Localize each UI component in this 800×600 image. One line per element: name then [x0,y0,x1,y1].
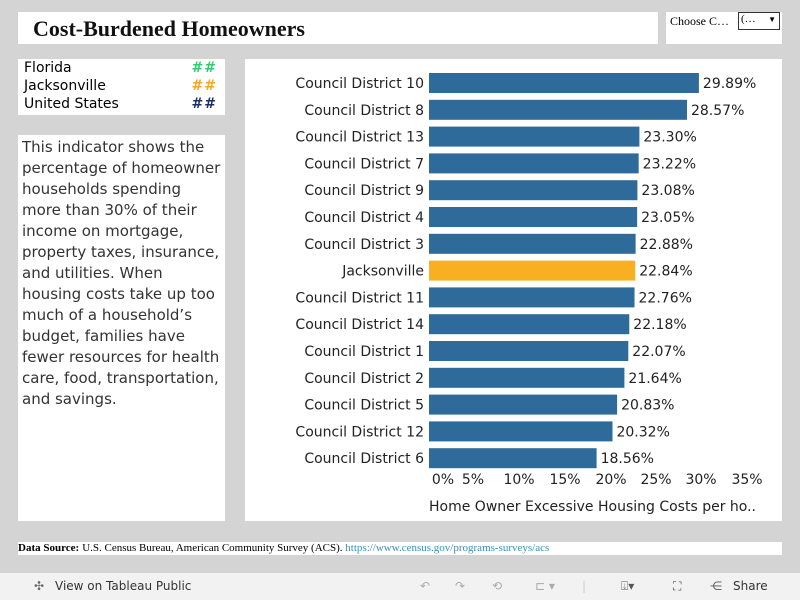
category-label: Council District 9 [304,183,424,199]
data-label: 23.08% [641,183,694,199]
data-label: 21.64% [628,371,681,387]
bar[interactable] [429,207,638,227]
x-tick-label: 0% [432,472,454,488]
legend-mark: ## [191,60,217,76]
x-tick-label: 35% [731,472,762,488]
x-tick-label: 10% [503,472,534,488]
x-tick-label: 5% [462,472,484,488]
fullscreen-icon[interactable]: ⛶ [673,579,682,593]
category-label: Council District 1 [304,344,424,360]
category-label: Council District 2 [304,371,424,387]
data-label: 20.32% [616,424,669,440]
data-label: 22.84% [639,264,692,280]
category-label: Council District 7 [304,156,424,172]
bar[interactable] [429,180,638,201]
data-label: 22.07% [632,344,685,360]
category-label: Council District 11 [295,290,424,306]
title-panel: Cost-Burdened Homeowners [18,12,658,44]
data-label: 22.76% [639,290,692,306]
category-label: Council District 8 [304,103,424,119]
legend-label: United States [24,96,119,112]
undo-icon[interactable]: ↶ [420,579,431,593]
chooser-panel: Choose C… (… ▼ [666,12,782,44]
data-label: 23.30% [643,130,696,146]
legend: Florida ## Jacksonville ## United States ## [18,59,225,115]
legend-label: Florida [24,60,72,76]
download-icon[interactable]: ⍗▾ [621,579,635,593]
legend-mark: ## [191,78,217,94]
toolbar-divider: | [582,579,587,593]
dropdown-value: (… [741,13,756,25]
category-label: Council District 6 [304,451,424,467]
legend-mark: ## [191,96,217,112]
data-label: 20.83% [621,398,674,414]
category-label: Council District 10 [295,76,424,92]
refresh-icon[interactable]: ⊏ ▾ [535,579,555,593]
bar[interactable] [429,260,636,281]
tableau-toolbar: ✣ View on Tableau Public ↶ ↷ ⟲ ⊏ ▾ | ⍗▾ … [0,573,800,600]
category-label: Jacksonville [341,264,424,280]
bar[interactable] [429,394,618,415]
data-label: 22.88% [640,237,693,253]
source-link[interactable]: https://www.census.gov/programs-surveys/… [345,542,550,554]
bar[interactable] [429,341,629,361]
tableau-icon: ✣ [34,579,45,593]
x-tick-label: 20% [595,472,626,488]
x-tick-label: 30% [685,472,716,488]
data-label: 23.05% [641,210,694,226]
bar[interactable] [429,287,635,308]
source-label: Data Source: [18,542,80,554]
x-tick-label: 25% [640,472,671,488]
bar[interactable] [429,99,687,120]
share-button[interactable]: Share [733,579,768,593]
chevron-down-icon: ▼ [768,15,776,24]
council-district-dropdown[interactable]: (… ▼ [738,12,780,30]
category-label: Council District 13 [295,130,424,146]
page-title: Cost-Burdened Homeowners [33,16,305,41]
bar[interactable] [429,314,630,335]
chart-panel: Council District 10 29.89% Council Distric… [245,59,782,521]
bar-chart: Council District 10 29.89% Council Distric… [295,73,763,515]
bar[interactable] [429,73,699,93]
category-label: Council District 12 [295,424,424,440]
legend-item-united-states: United States ## [24,96,219,114]
source-text: U.S. Census Bureau, American Community S… [82,542,343,554]
description-panel: This indicator shows the percentage of h… [18,135,225,521]
bar[interactable] [429,367,625,388]
data-label: 22.18% [633,317,686,333]
legend-item-florida: Florida ## [24,60,219,78]
data-label: 18.56% [601,451,654,467]
view-on-tableau-link[interactable]: View on Tableau Public [55,579,192,593]
category-label: Council District 14 [295,317,424,333]
revert-icon[interactable]: ⟲ [492,579,503,593]
bar[interactable] [429,153,639,174]
bar[interactable] [429,421,613,442]
x-axis-title: Home Owner Excessive Housing Costs per h… [429,499,756,515]
redo-icon[interactable]: ↷ [455,579,466,593]
x-tick-label: 15% [549,472,580,488]
chooser-label: Choose C… [670,14,730,28]
share-icon[interactable]: ⋲ [710,579,722,593]
bar[interactable] [429,233,636,254]
data-label: 23.22% [643,156,696,172]
legend-item-jacksonville: Jacksonville ## [24,78,219,96]
data-label: 28.57% [691,103,744,119]
bar[interactable] [429,126,640,147]
category-label: Council District 4 [304,210,424,226]
bar[interactable] [429,448,597,469]
description-text: This indicator shows the percentage of h… [22,138,221,408]
data-label: 29.89% [703,76,756,92]
data-source: Data Source: U.S. Census Bureau, American… [18,542,782,555]
legend-label: Jacksonville [24,78,106,94]
category-label: Council District 3 [304,237,424,253]
category-label: Council District 5 [304,398,424,414]
